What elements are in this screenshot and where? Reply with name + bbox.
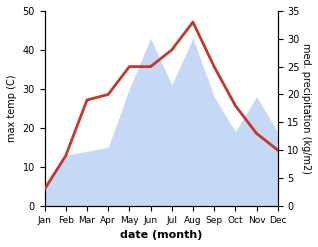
Y-axis label: med. precipitation (kg/m2): med. precipitation (kg/m2) [301, 43, 311, 174]
Y-axis label: max temp (C): max temp (C) [7, 75, 17, 142]
X-axis label: date (month): date (month) [120, 230, 202, 240]
